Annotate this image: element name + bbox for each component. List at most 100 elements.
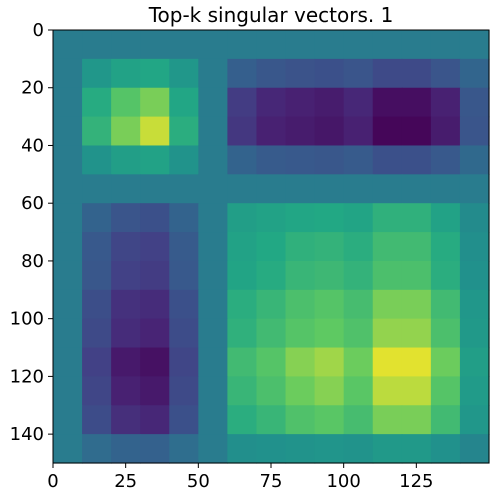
heatmap-cell <box>82 145 112 175</box>
heatmap-cell <box>459 405 490 435</box>
heatmap-cell <box>401 30 432 60</box>
heatmap-cell <box>314 318 345 349</box>
heatmap-cell <box>82 434 112 464</box>
heatmap-cell <box>198 116 228 147</box>
heatmap-cell <box>459 347 490 377</box>
heatmap-cell <box>459 203 490 233</box>
heatmap-cell <box>430 58 461 89</box>
heatmap-cell <box>140 145 170 175</box>
heatmap-cell <box>285 203 316 233</box>
heatmap-cell <box>140 405 170 435</box>
heatmap-cell <box>111 376 141 406</box>
heatmap-cell <box>372 145 403 175</box>
heatmap-cell <box>111 116 141 147</box>
heatmap-cell <box>53 174 83 204</box>
y-tick-label: 40 <box>21 135 44 156</box>
heatmap-cell <box>459 58 490 89</box>
heatmap-cell <box>430 30 461 60</box>
heatmap-cell <box>256 145 287 175</box>
heatmap-cell <box>169 30 199 60</box>
heatmap-cell <box>169 289 199 320</box>
heatmap-cell <box>372 289 403 320</box>
heatmap-cell <box>227 318 258 349</box>
heatmap-cell <box>314 174 345 204</box>
heatmap-cell <box>256 87 287 118</box>
heatmap-cell <box>53 30 83 60</box>
heatmap-cell <box>82 405 112 435</box>
heatmap-cell <box>430 405 461 435</box>
heatmap-cell <box>227 58 258 89</box>
heatmap-cell <box>430 87 461 118</box>
heatmap-cell <box>198 30 228 60</box>
y-tick-label: 120 <box>10 366 44 387</box>
x-tick-label: 50 <box>187 471 210 492</box>
heatmap-cell <box>314 203 345 233</box>
heatmap-cell <box>140 289 170 320</box>
heatmap-cell <box>459 87 490 118</box>
heatmap-cell <box>430 145 461 175</box>
heatmap-cell <box>314 376 345 406</box>
heatmap-cell <box>285 116 316 147</box>
heatmap-cell <box>140 434 170 464</box>
heatmap-cell <box>256 405 287 435</box>
heatmap-cell <box>401 232 432 262</box>
heatmap-cell <box>140 116 170 147</box>
heatmap-cell <box>227 145 258 175</box>
heatmap-cell <box>227 30 258 60</box>
heatmap-cell <box>430 347 461 377</box>
heatmap-cell <box>82 174 112 204</box>
heatmap-cell <box>314 434 345 464</box>
y-axis: 0 20 40 60 80 100 120 140 <box>10 20 53 445</box>
heatmap-cell <box>459 434 490 464</box>
chart-title: Top-k singular vectors. 1 <box>148 3 394 27</box>
heatmap-cell <box>198 232 228 262</box>
heatmap-cell <box>227 405 258 435</box>
heatmap-cell <box>314 232 345 262</box>
heatmap-cell <box>459 116 490 147</box>
heatmap-cell <box>459 232 490 262</box>
heatmap-cell <box>53 347 83 377</box>
heatmap-cell <box>401 260 432 291</box>
heatmap-cell <box>198 405 228 435</box>
heatmap-cell <box>82 87 112 118</box>
heatmap-cell <box>53 145 83 175</box>
heatmap-cell <box>227 376 258 406</box>
heatmap-cell <box>459 145 490 175</box>
heatmap-cell <box>169 145 199 175</box>
heatmap-cell <box>343 289 374 320</box>
heatmap-cell <box>256 232 287 262</box>
heatmap-cell <box>372 203 403 233</box>
heatmap-cell <box>372 405 403 435</box>
heatmap-cell <box>459 30 490 60</box>
heatmap-cell <box>256 376 287 406</box>
heatmap-cell <box>401 434 432 464</box>
heatmap-cell <box>285 260 316 291</box>
heatmap-cell <box>372 260 403 291</box>
heatmap-cell <box>227 174 258 204</box>
heatmap-cell <box>111 58 141 89</box>
heatmap-cell <box>343 405 374 435</box>
heatmap-cell <box>256 318 287 349</box>
x-tick-label: 25 <box>114 471 137 492</box>
heatmap-cell <box>401 58 432 89</box>
heatmap-cell <box>401 174 432 204</box>
heatmap-cell <box>256 260 287 291</box>
heatmap-cell <box>53 289 83 320</box>
heatmap-cell <box>140 232 170 262</box>
heatmap-cell <box>285 289 316 320</box>
heatmap-cell <box>198 174 228 204</box>
heatmap-cell <box>227 347 258 377</box>
heatmap-cell <box>53 405 83 435</box>
heatmap-cell <box>430 116 461 147</box>
heatmap-cell <box>198 376 228 406</box>
heatmap-cell <box>169 58 199 89</box>
heatmap-cell <box>314 260 345 291</box>
heatmap-cell <box>169 347 199 377</box>
heatmap-cell <box>256 347 287 377</box>
heatmap-cell <box>401 289 432 320</box>
heatmap-cell <box>227 260 258 291</box>
heatmap-cell <box>82 318 112 349</box>
heatmap-cell <box>111 203 141 233</box>
heatmap-cell <box>169 174 199 204</box>
heatmap-cell <box>372 30 403 60</box>
